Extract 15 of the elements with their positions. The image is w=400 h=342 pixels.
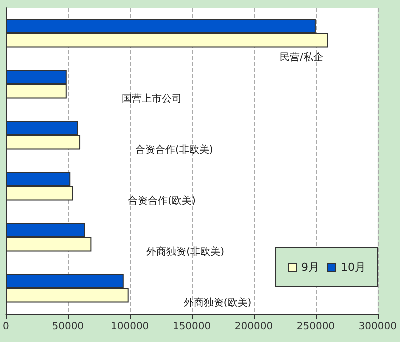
x-tick-label: 150000 xyxy=(172,322,212,332)
x-tick-label: 0 xyxy=(2,322,10,332)
y-tick-label: 合资合作(欧美) xyxy=(128,195,196,208)
y-tick-label: 国营上市公司 xyxy=(122,93,182,106)
y-tick-label: 外商独资(非欧美) xyxy=(146,246,225,258)
x-tick-label: 300000 xyxy=(358,322,398,332)
x-tick-label: 50000 xyxy=(52,322,84,332)
y-tick-label: 合资合作(非欧美) xyxy=(136,144,214,156)
x-tick-label: 200000 xyxy=(234,322,274,332)
x-tick-label: 250000 xyxy=(296,322,336,332)
legend-label: 9月 xyxy=(302,261,320,274)
y-tick-label: 民营/私企 xyxy=(280,51,324,64)
legend-label: 10月 xyxy=(341,261,366,274)
y-tick-label: 外商独资(欧美) xyxy=(184,297,252,310)
x-tick-label: 100000 xyxy=(111,322,150,332)
